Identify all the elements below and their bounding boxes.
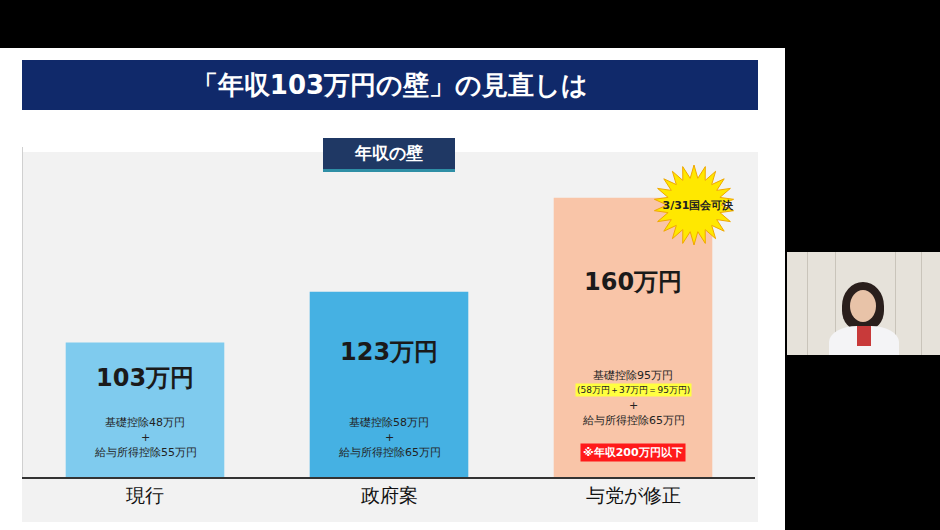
html-text:「年収103万円の壁」の見直しは: 「年収103万円の壁」の見直しは (191, 69, 589, 100)
svg-text:103万円: 103万円 (96, 364, 194, 392)
svg-text:基礎控除95万円: 基礎控除95万円 (593, 369, 673, 382)
svg-text:給与所得控除55万円: 給与所得控除55万円 (94, 446, 197, 459)
svg-text:+: + (629, 399, 638, 412)
svg-text:123万円: 123万円 (340, 338, 438, 366)
svg-text:給与所得控除65万円: 給与所得控除65万円 (582, 414, 685, 427)
svg-text:(58万円＋37万円＝95万円): (58万円＋37万円＝95万円) (577, 385, 690, 395)
svg-text:基礎控除58万円: 基礎控除58万円 (349, 416, 429, 429)
svg-text:現行: 現行 (126, 484, 164, 506)
svg-text:政府案: 政府案 (361, 484, 418, 506)
svg-text:基礎控除48万円: 基礎控除48万円 (105, 416, 185, 429)
svg-text:3/31国会可決: 3/31国会可決 (663, 199, 735, 212)
svg-text:※年収200万円以下: ※年収200万円以下 (583, 446, 683, 459)
html-text:年収の壁: 年収の壁 (355, 143, 423, 163)
svg-text:+: + (141, 431, 150, 444)
svg-text:給与所得控除65万円: 給与所得控除65万円 (338, 446, 441, 459)
svg-text:与党が修正: 与党が修正 (586, 484, 681, 506)
svg-text:+: + (385, 431, 394, 444)
svg-text:160万円: 160万円 (584, 268, 682, 296)
